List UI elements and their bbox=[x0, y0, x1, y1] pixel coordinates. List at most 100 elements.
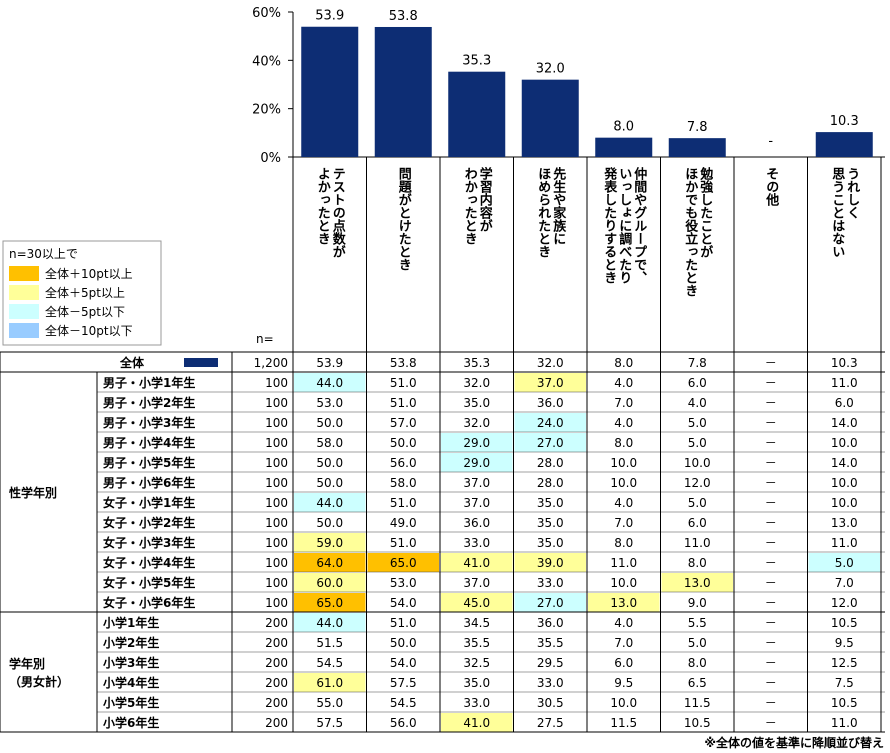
row-n: 200 bbox=[265, 656, 288, 670]
row-label: 女子・小学4年生 bbox=[103, 555, 195, 570]
row-n: 100 bbox=[265, 416, 288, 430]
total-cell: 7.8 bbox=[688, 356, 707, 370]
category-label: わかったとき bbox=[462, 167, 478, 245]
row-label: 男子・小学3年生 bbox=[103, 415, 195, 430]
table-cell: 11.0 bbox=[831, 536, 858, 550]
highlight-cell bbox=[514, 553, 586, 572]
table-cell: － bbox=[765, 596, 777, 610]
table-cell: 51.0 bbox=[390, 536, 417, 550]
category-label: 思うことはない bbox=[829, 167, 845, 258]
group-label: （男女計） bbox=[9, 674, 69, 689]
total-color-marker bbox=[184, 358, 218, 367]
table-cell: 5.0 bbox=[688, 436, 707, 450]
table-cell: 50.0 bbox=[390, 636, 417, 650]
table-cell: 32.5 bbox=[463, 656, 490, 670]
table-cell: － bbox=[765, 496, 777, 510]
table-cell: 13.0 bbox=[610, 596, 637, 610]
y-tick-label: 20% bbox=[252, 103, 281, 118]
table-cell: 10.0 bbox=[610, 476, 637, 490]
highlight-cell bbox=[294, 373, 366, 392]
row-label: 男子・小学6年生 bbox=[103, 475, 195, 490]
legend-title: n=30以上で bbox=[9, 247, 78, 261]
table-cell: 8.0 bbox=[614, 536, 633, 550]
total-cell: 10.3 bbox=[831, 356, 858, 370]
table-cell: 50.0 bbox=[316, 516, 343, 530]
data-label: 53.8 bbox=[389, 9, 418, 24]
table-cell: 44.0 bbox=[316, 376, 343, 390]
table-cell: 7.0 bbox=[614, 396, 633, 410]
bar bbox=[374, 26, 432, 157]
highlight-cell bbox=[441, 713, 513, 732]
table-cell: 27.0 bbox=[537, 436, 564, 450]
category-label: よかったとき bbox=[315, 167, 331, 245]
data-label: - bbox=[768, 134, 773, 149]
row-label: 小学5年生 bbox=[103, 695, 159, 710]
category-label: 先生や家族に bbox=[550, 166, 566, 245]
row-n: 100 bbox=[265, 576, 288, 590]
category-label: 仲間やグループで、 bbox=[631, 166, 647, 284]
table-cell: 13.0 bbox=[684, 576, 711, 590]
highlight-cell bbox=[514, 373, 586, 392]
table-cell: 28.0 bbox=[537, 476, 564, 490]
table-cell: － bbox=[765, 616, 777, 630]
highlight-cell bbox=[294, 573, 366, 592]
category-label: ほかでも役立ったとき bbox=[682, 167, 698, 297]
table-cell: 60.0 bbox=[316, 576, 343, 590]
table-cell: － bbox=[765, 716, 777, 730]
table-cell: 29.0 bbox=[463, 436, 490, 450]
highlight-cell bbox=[294, 493, 366, 512]
legend-item: 全体－10pt以下 bbox=[45, 323, 133, 338]
table-cell: 10.0 bbox=[610, 696, 637, 710]
category-label: 勉強したことが bbox=[697, 166, 714, 258]
row-n: 200 bbox=[265, 676, 288, 690]
table-cell: 35.0 bbox=[537, 536, 564, 550]
table-cell: 10.5 bbox=[684, 716, 711, 730]
table-cell: 11.0 bbox=[831, 376, 858, 390]
table-cell: 11.5 bbox=[610, 716, 637, 730]
row-label: 小学3年生 bbox=[103, 655, 159, 670]
table-cell: 6.0 bbox=[688, 516, 707, 530]
table-cell: 36.0 bbox=[537, 616, 564, 630]
table-cell: 35.0 bbox=[463, 676, 490, 690]
table-cell: 6.0 bbox=[688, 376, 707, 390]
bar bbox=[301, 26, 359, 157]
table-cell: 10.0 bbox=[831, 436, 858, 450]
table-cell: 41.0 bbox=[463, 716, 490, 730]
category-label: いっしょに調べたり bbox=[616, 167, 632, 284]
table-cell: 56.0 bbox=[390, 456, 417, 470]
table-cell: － bbox=[765, 456, 777, 470]
table-cell: 5.0 bbox=[688, 636, 707, 650]
row-n: 200 bbox=[265, 716, 288, 730]
row-n: 100 bbox=[265, 496, 288, 510]
table-cell: 5.5 bbox=[688, 616, 707, 630]
table-cell: 4.0 bbox=[614, 496, 633, 510]
highlight-cell bbox=[294, 673, 366, 692]
table-cell: － bbox=[765, 516, 777, 530]
table-cell: 24.0 bbox=[537, 416, 564, 430]
category-label: その他 bbox=[763, 167, 780, 207]
data-label: 10.3 bbox=[830, 114, 859, 129]
row-label: 女子・小学1年生 bbox=[103, 495, 195, 510]
table-cell: 11.5 bbox=[684, 696, 711, 710]
table-cell: 5.0 bbox=[688, 416, 707, 430]
legend-swatch bbox=[9, 323, 39, 338]
highlight-cell bbox=[661, 573, 733, 592]
table-cell: 51.0 bbox=[390, 496, 417, 510]
row-n: 200 bbox=[265, 616, 288, 630]
table-cell: － bbox=[765, 416, 777, 430]
table-cell: 9.5 bbox=[614, 676, 633, 690]
table-cell: － bbox=[765, 656, 777, 670]
highlight-cell bbox=[808, 553, 880, 572]
table-cell: 50.0 bbox=[316, 456, 343, 470]
total-cell: 53.9 bbox=[316, 356, 343, 370]
table-cell: 33.0 bbox=[537, 576, 564, 590]
table-cell: － bbox=[765, 556, 777, 570]
bar bbox=[668, 138, 726, 157]
category-label: ほめられたとき bbox=[535, 167, 551, 258]
data-label: 35.3 bbox=[462, 54, 491, 69]
highlight-cell bbox=[294, 553, 366, 572]
table-cell: － bbox=[765, 476, 777, 490]
table-cell: 12.0 bbox=[831, 596, 858, 610]
table-cell: 37.0 bbox=[463, 576, 490, 590]
row-label: 小学6年生 bbox=[103, 715, 159, 730]
